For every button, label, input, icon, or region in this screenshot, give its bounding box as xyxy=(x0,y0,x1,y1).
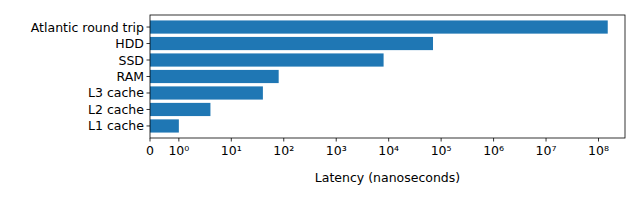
x-tick-label: 10⁵ xyxy=(431,143,452,158)
x-tick-label: 10⁸ xyxy=(588,143,609,158)
y-tick-label: HDD xyxy=(115,36,144,51)
y-tick xyxy=(147,60,151,61)
x-tick xyxy=(493,138,494,142)
x-tick-label: 10⁰ xyxy=(168,143,189,158)
bar xyxy=(150,37,433,50)
bars xyxy=(150,20,608,132)
x-tick-label: 0 xyxy=(146,143,154,158)
y-tick xyxy=(147,109,151,110)
y-tick-label: Atlantic round trip xyxy=(31,20,144,35)
y-tick-label: L2 cache xyxy=(88,102,144,117)
x-tick-label: 10³ xyxy=(326,143,347,158)
y-tick-label: L1 cache xyxy=(88,118,144,133)
x-axis-label: Latency (nanoseconds) xyxy=(315,170,460,185)
bar xyxy=(150,86,263,99)
x-tick-label: 10⁷ xyxy=(536,143,557,158)
x-tick xyxy=(441,138,442,142)
plot-frame xyxy=(150,15,625,138)
x-tick xyxy=(598,138,599,142)
x-tick xyxy=(150,138,151,142)
y-tick-label: RAM xyxy=(116,69,144,84)
x-tick-label: 10⁴ xyxy=(378,143,399,158)
x-tick-label: 10² xyxy=(273,143,294,158)
bar xyxy=(150,53,384,66)
x-tick xyxy=(546,138,547,142)
bar xyxy=(150,119,179,132)
y-tick-label: L3 cache xyxy=(88,85,144,100)
y-tick xyxy=(147,76,151,77)
x-tick xyxy=(388,138,389,142)
y-tick xyxy=(147,92,151,93)
bar xyxy=(150,20,608,33)
x-tick xyxy=(231,138,232,142)
x-tick-label: 10⁶ xyxy=(483,143,504,158)
bar xyxy=(150,70,279,83)
y-tick-label: SSD xyxy=(119,53,145,68)
y-tick xyxy=(147,43,151,44)
x-tick xyxy=(336,138,337,142)
x-tick xyxy=(178,138,179,142)
bar xyxy=(150,103,210,116)
y-tick xyxy=(147,125,151,126)
chart: L1 cacheL2 cache L3 cacheRAMSSD HDDAtlanti… xyxy=(0,0,640,200)
x-tick xyxy=(283,138,284,142)
x-tick-label: 10¹ xyxy=(221,143,242,158)
y-tick xyxy=(147,27,151,28)
